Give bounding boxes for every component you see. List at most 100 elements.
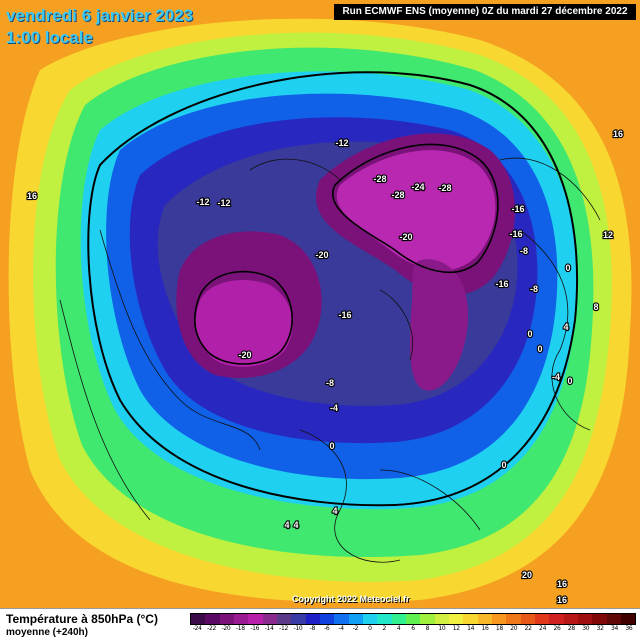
legend-tick-label: -12 xyxy=(279,625,288,632)
isotherm-minus20-contour xyxy=(193,270,293,365)
temperature-map: -12 -12 -12 -28 -24 -28 -28 -20 -16 -16 -8 -16 -20 -1… xyxy=(0,0,640,608)
legend-tick-label: -6 xyxy=(324,625,330,632)
legend-title: Température à 850hPa (°C) xyxy=(6,612,158,626)
legend-swatch xyxy=(219,614,234,624)
legend-tick-label: 22 xyxy=(524,625,532,632)
contour-label: -8 xyxy=(520,246,528,256)
forecast-date: vendredi 6 janvier 2023 xyxy=(6,6,194,25)
contour-label: -4 xyxy=(552,372,560,382)
color-scale-bar xyxy=(190,613,636,625)
legend-swatch xyxy=(563,614,578,624)
magenta-core-west xyxy=(195,280,293,367)
legend-tick-label: -8 xyxy=(309,625,316,632)
contour-label: 0 xyxy=(565,263,570,273)
contour-label: -12 xyxy=(217,198,230,208)
legend-swatch xyxy=(248,614,263,624)
legend-swatch xyxy=(319,614,335,624)
contour-label: 12 xyxy=(603,230,613,240)
coastline-asia xyxy=(499,157,601,431)
magenta-core-east xyxy=(336,150,496,271)
legend-swatch xyxy=(205,614,220,624)
legend-tick-label: -2 xyxy=(352,625,359,632)
legend-swatch xyxy=(233,614,249,624)
isotherm-minus20-contour-east xyxy=(332,143,499,273)
contour-label: -12 xyxy=(196,197,209,207)
legend-swatch xyxy=(377,614,392,624)
legend-tick-label: 20 xyxy=(510,625,518,632)
contour-label: 20 xyxy=(522,570,532,580)
contour-label: 0 xyxy=(527,329,532,339)
contour-label: -20 xyxy=(315,250,328,260)
legend-tick-label: -22 xyxy=(207,625,217,632)
legend-swatch xyxy=(434,614,449,624)
contour-label: 8 xyxy=(593,302,598,312)
legend-swatch xyxy=(592,614,607,624)
legend-swatch xyxy=(420,614,435,624)
legend-swatch xyxy=(491,614,507,624)
legend-swatch xyxy=(391,614,406,624)
legend-swatch xyxy=(506,614,521,624)
legend-swatch xyxy=(405,614,421,624)
legend-tick-label: 32 xyxy=(596,625,604,632)
legend-swatch xyxy=(305,614,320,624)
legend-swatch xyxy=(262,614,277,624)
contour-label: 4 xyxy=(293,520,298,530)
forecast-time: 1:00 locale xyxy=(6,28,93,47)
legend-tick-label: -20 xyxy=(221,625,231,632)
legend-tick-label: -14 xyxy=(264,625,274,632)
legend-tick-label: 10 xyxy=(438,625,446,632)
contour-label: 4 xyxy=(284,520,289,530)
legend-tick-label: -4 xyxy=(338,625,344,632)
legend-tick-label: -16 xyxy=(250,625,260,632)
legend-tick-label: 8 xyxy=(425,625,430,632)
legend-tick-label: 26 xyxy=(553,625,561,632)
legend-tick-label: 28 xyxy=(567,625,575,632)
contour-label: 4 xyxy=(563,322,568,332)
legend-tick-label: 14 xyxy=(467,625,475,632)
legend-swatch xyxy=(534,614,550,624)
contour-label: -28 xyxy=(391,190,404,200)
legend-tick-label: 24 xyxy=(539,625,547,632)
contour-labels: -12 -12 -12 -28 -24 -28 -28 -20 -16 -16 -8 -16 -20 -1… xyxy=(26,128,624,606)
contour-label: 16 xyxy=(557,595,567,605)
coastline-arctic xyxy=(249,158,414,361)
legend-tick-label: 16 xyxy=(481,625,489,632)
copyright-notice: Copyright 2022 Meteociel.fr xyxy=(292,594,410,604)
legend-tick-label: 30 xyxy=(582,625,590,632)
contour-label: 4 xyxy=(332,506,337,516)
legend-swatch xyxy=(549,614,564,624)
contour-label: 0 xyxy=(329,441,334,451)
contour-label: -16 xyxy=(338,310,351,320)
legend-tick-label: 2 xyxy=(382,625,387,632)
legend-tick-label: 6 xyxy=(411,625,415,632)
legend-swatch xyxy=(276,614,292,624)
contour-label: 0 xyxy=(567,376,572,386)
contour-label: -12 xyxy=(335,138,348,148)
legend-tick-label: 18 xyxy=(495,625,503,632)
run-info-banner: Run ECMWF ENS (moyenne) 0Z du mardi 27 d… xyxy=(334,4,636,20)
legend-swatch xyxy=(448,614,464,624)
legend-swatch xyxy=(334,614,349,624)
contour-label: -24 xyxy=(411,182,424,192)
legend-swatch xyxy=(191,614,206,624)
legend-swatch xyxy=(463,614,478,624)
contour-label: -16 xyxy=(509,229,522,239)
contour-label: -20 xyxy=(238,350,251,360)
legend-swatch xyxy=(606,614,621,624)
coastline-america xyxy=(59,229,261,521)
contour-label: -20 xyxy=(399,232,412,242)
contour-label: -28 xyxy=(373,174,386,184)
contour-label: 0 xyxy=(537,344,542,354)
purple-core-east-tail xyxy=(409,259,469,391)
legend-tick-label: 34 xyxy=(611,625,619,632)
legend-swatch xyxy=(291,614,306,624)
legend-swatch xyxy=(620,614,636,624)
contour-label: 16 xyxy=(27,191,37,201)
legend-tick-label: -18 xyxy=(235,625,245,632)
contour-label: -16 xyxy=(511,204,524,214)
legend-swatch xyxy=(577,614,593,624)
isotherm-0-contour xyxy=(87,71,578,507)
contour-label: -8 xyxy=(530,284,538,294)
contour-label: -16 xyxy=(495,279,508,289)
